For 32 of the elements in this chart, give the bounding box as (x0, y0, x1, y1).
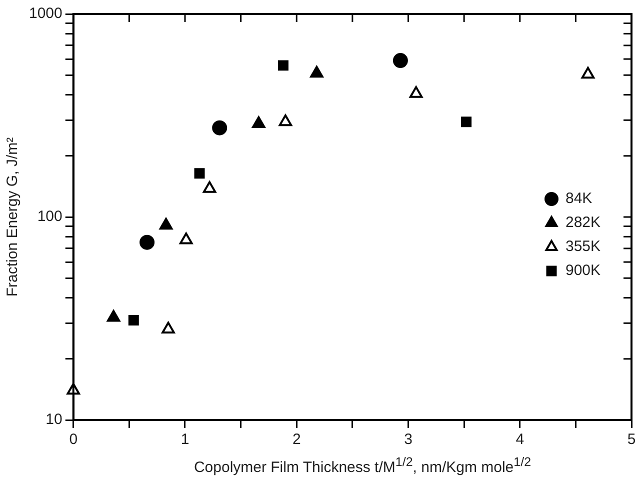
x-tick-label: 2 (292, 431, 301, 448)
point (140, 234, 155, 250)
point (392, 53, 408, 68)
y-tick-label: 10 (46, 411, 62, 428)
point (212, 120, 228, 136)
point (252, 116, 266, 128)
point (128, 315, 139, 326)
y-tick-label: 1000 (28, 5, 62, 22)
point (194, 168, 205, 179)
point (106, 310, 120, 322)
y-tick-label: 100 (37, 208, 62, 226)
y-axis-title: Fraction Energy G, J/m² (4, 137, 22, 297)
x-tick-label: 5 (627, 431, 636, 448)
legend-label: 355K (566, 238, 601, 256)
legend-label: 282K (566, 214, 601, 232)
x-tick-label: 3 (404, 431, 412, 448)
legend-label: 84K (566, 190, 592, 208)
point (409, 86, 423, 98)
point (310, 66, 324, 78)
point (159, 218, 173, 230)
point (162, 322, 175, 334)
x-tick-label: 1 (180, 431, 190, 448)
x-axis-title: Copolymer Film Thickness t/M$^{1/2}$, nm/Kgm mole$^{1/2}$ (192, 455, 532, 476)
point (581, 66, 595, 79)
point (461, 116, 472, 128)
point (179, 232, 193, 244)
point (202, 181, 216, 193)
x-tick-label: 0 (69, 431, 78, 448)
legend-label: 900K (566, 262, 601, 280)
x-tick-label: 4 (516, 431, 524, 448)
point (278, 60, 288, 71)
point (278, 114, 292, 126)
